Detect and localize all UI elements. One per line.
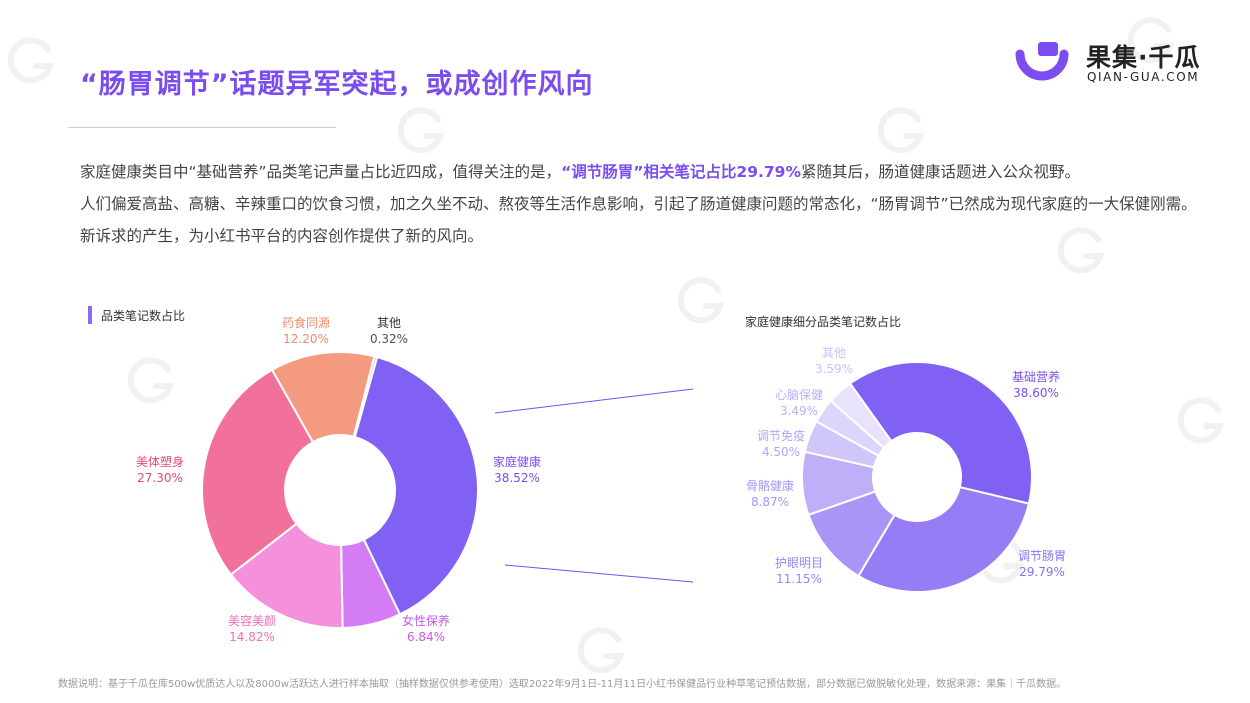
- page-title: “肠胃调节”话题异军突起，或成创作风向: [80, 69, 594, 100]
- chart2-slice-0: [848, 361, 1033, 505]
- paragraph-1-start: 家庭健康类目中“基础营养”品类笔记声量占比近四成，值得关注的是，: [80, 163, 562, 181]
- qiangua-logo-icon: [1015, 42, 1069, 81]
- chart1-slice-1-value: 6.84%: [407, 630, 445, 644]
- chart1-slice-0-value: 38.52%: [494, 471, 540, 485]
- chart1-slice-0: [353, 355, 479, 616]
- paragraph-1-end: 紧随其后，肠道健康话题进入公众视野。: [801, 163, 1081, 181]
- chart2-slice-0-value: 38.60%: [1013, 386, 1059, 400]
- chart2-slice-1: [857, 485, 1031, 593]
- chart2-slice-3-value: 8.87%: [751, 495, 789, 509]
- chart1-slice-4-name: 药食同源: [282, 315, 330, 330]
- brand-logo: 果集·千瓜 QIAN-GUA.COM: [1014, 38, 1224, 86]
- chart1-slice-5-name: 其他: [377, 316, 401, 330]
- chart2-slice-2-name: 护眼明目: [775, 556, 823, 570]
- title-divider: [68, 127, 336, 128]
- logo-text-en: QIAN-GUA.COM: [1087, 70, 1200, 84]
- connector-line-bottom: [504, 564, 694, 583]
- chart2-slice-4-name: 调节免疫: [757, 428, 805, 443]
- chart2-slice-6-value: 3.59%: [815, 362, 853, 376]
- chart1-slice-1-name: 女性保养: [402, 613, 450, 628]
- chart2-slice-2-value: 11.15%: [776, 572, 822, 586]
- chart1-slice-2-value: 14.82%: [229, 630, 275, 644]
- chart2-slice-3-name: 骨骼健康: [746, 478, 794, 493]
- connector-line-top: [494, 388, 694, 414]
- footnote: 数据说明：基于千瓜在库500w优质达人以及8000w活跃达人进行样本抽取（抽样数…: [58, 679, 1067, 690]
- chart1-title: 品类笔记数占比: [101, 309, 186, 323]
- chart1-slice-3-value: 27.30%: [137, 471, 183, 485]
- chart1-slice-3-name: 美体塑身: [136, 454, 184, 469]
- chart2-slice-4-value: 4.50%: [762, 445, 800, 459]
- chart2-title: 家庭健康细分品类笔记数占比: [745, 315, 902, 329]
- chart1-slice-5-value: 0.32%: [370, 332, 408, 346]
- chart2-slice-1-value: 29.79%: [1019, 565, 1065, 579]
- chart1-slice-4-value: 12.20%: [283, 332, 329, 346]
- logo-text-cn: 果集·千瓜: [1086, 43, 1201, 72]
- paragraph-1-highlight: “调节肠胃”相关笔记占比29.79%: [561, 163, 801, 181]
- chart2-slice-5-name: 心脑保健: [775, 388, 823, 402]
- chart2-slice-1-name: 调节肠胃: [1018, 549, 1066, 563]
- chart1-slice-0-name: 家庭健康: [493, 454, 541, 469]
- paragraph-2: 人们偏爱高盐、高糖、辛辣重口的饮食习惯，加之久坐不动、熬夜等生活作息影响，引起了…: [80, 195, 1197, 245]
- chart2-slice-0-name: 基础营养: [1012, 369, 1060, 384]
- chart1-slice-2: [229, 522, 344, 629]
- paragraph-1: 家庭健康类目中“基础营养”品类笔记声量占比近四成，值得关注的是，“调节肠胃”相关…: [80, 156, 1200, 188]
- chart2-slice-6-name: 其他: [822, 346, 846, 360]
- chart1-slice-2-name: 美容美颜: [228, 613, 276, 628]
- chart1-title-marker: [88, 306, 92, 324]
- chart2-slice-5-value: 3.49%: [780, 404, 818, 418]
- chart1-slice-3: [201, 368, 315, 576]
- body-text: 家庭健康类目中“基础营养”品类笔记声量占比近四成，值得关注的是，“调节肠胃”相关…: [80, 156, 1200, 252]
- chart2-slice-6: [829, 382, 893, 450]
- chart1-slice-5: [352, 355, 379, 439]
